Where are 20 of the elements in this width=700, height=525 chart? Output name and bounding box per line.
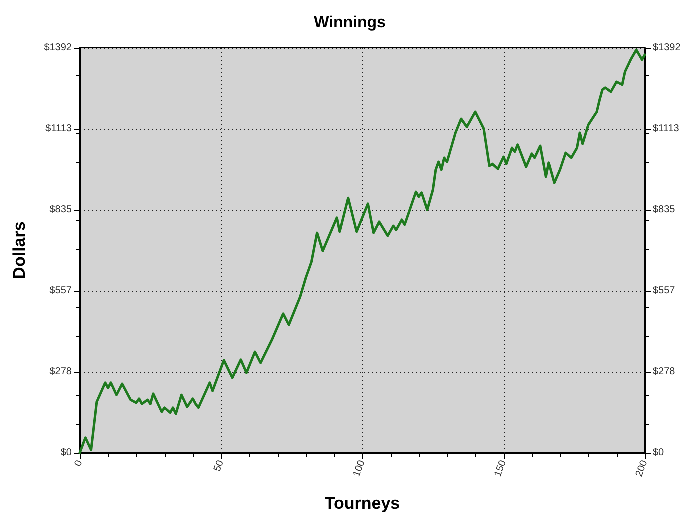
y-tick-label: $1392 [44, 42, 72, 54]
chart-title: Winnings [314, 14, 386, 32]
x-tick-label: 50 [212, 458, 227, 474]
y2-tick-label: $1113 [653, 124, 680, 135]
x-tick-label: 0 [72, 458, 86, 468]
y2-tick-label: $278 [653, 366, 676, 378]
y2-tick-label: $1392 [653, 42, 682, 54]
y2-tick-label: $557 [653, 285, 676, 296]
y2-tick-label: $0 [653, 448, 665, 458]
y-tick-label: $557 [50, 285, 72, 296]
y-tick-label: $835 [50, 204, 72, 216]
y-axis-title: Dollars [10, 222, 29, 280]
y-tick-label: $1113 [46, 124, 72, 135]
x-axis-title: Tourneys [324, 494, 400, 513]
y2-tick-label: $835 [653, 204, 676, 216]
y-tick-label: $278 [50, 366, 72, 378]
x-tick-label: 200 [634, 458, 650, 479]
y-tick-label: $0 [60, 448, 72, 458]
x-tick-label: 100 [352, 458, 368, 479]
x-tick-label: 150 [492, 458, 510, 479]
